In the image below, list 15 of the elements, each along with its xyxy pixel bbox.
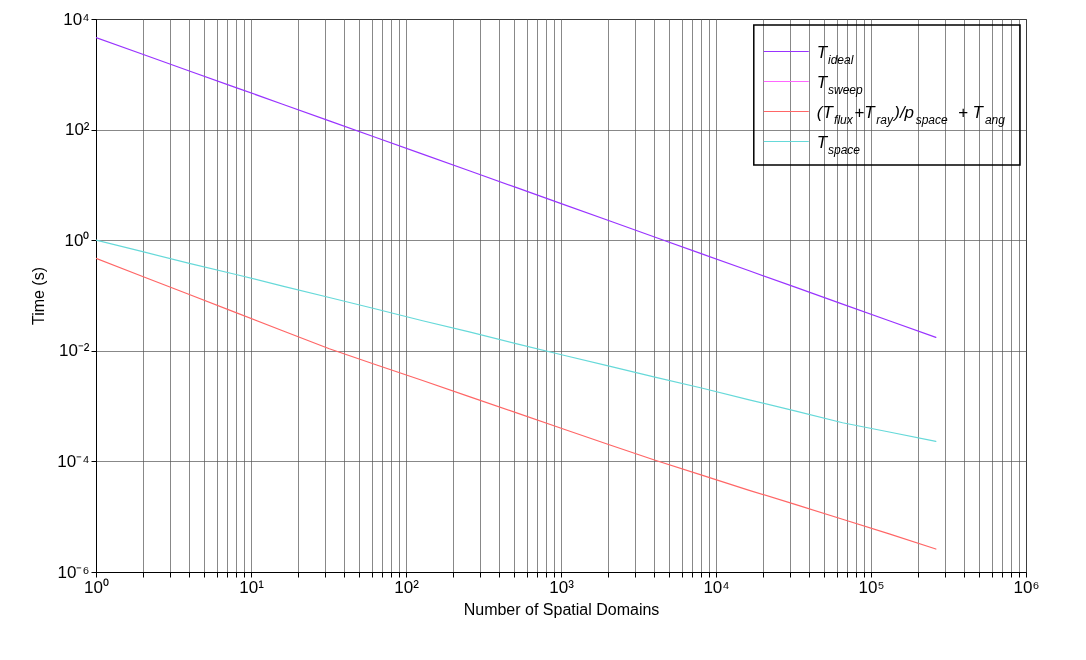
x-tick-label: 10⁶	[1013, 577, 1040, 597]
line-series	[96, 239, 937, 442]
line-series	[96, 257, 937, 550]
y-tick-label: 10²	[64, 120, 90, 140]
y-tick-label: 10⁴	[63, 9, 90, 29]
x-tick-label: 10¹	[239, 577, 265, 597]
y-tick-label: 10⁰	[64, 230, 90, 250]
x-tick-label: 10⁵	[858, 577, 885, 597]
x-axis-title: Number of Spatial Domains	[463, 600, 660, 618]
x-tick-label: 10³	[549, 577, 575, 597]
y-tick-label: 10⁻⁴	[57, 451, 90, 471]
x-tick-label: 10²	[394, 577, 420, 597]
y-axis-title: Time (s)	[30, 266, 48, 326]
y-tick-label: 10⁻²	[58, 341, 90, 361]
x-tick-label: 10⁴	[703, 577, 730, 597]
